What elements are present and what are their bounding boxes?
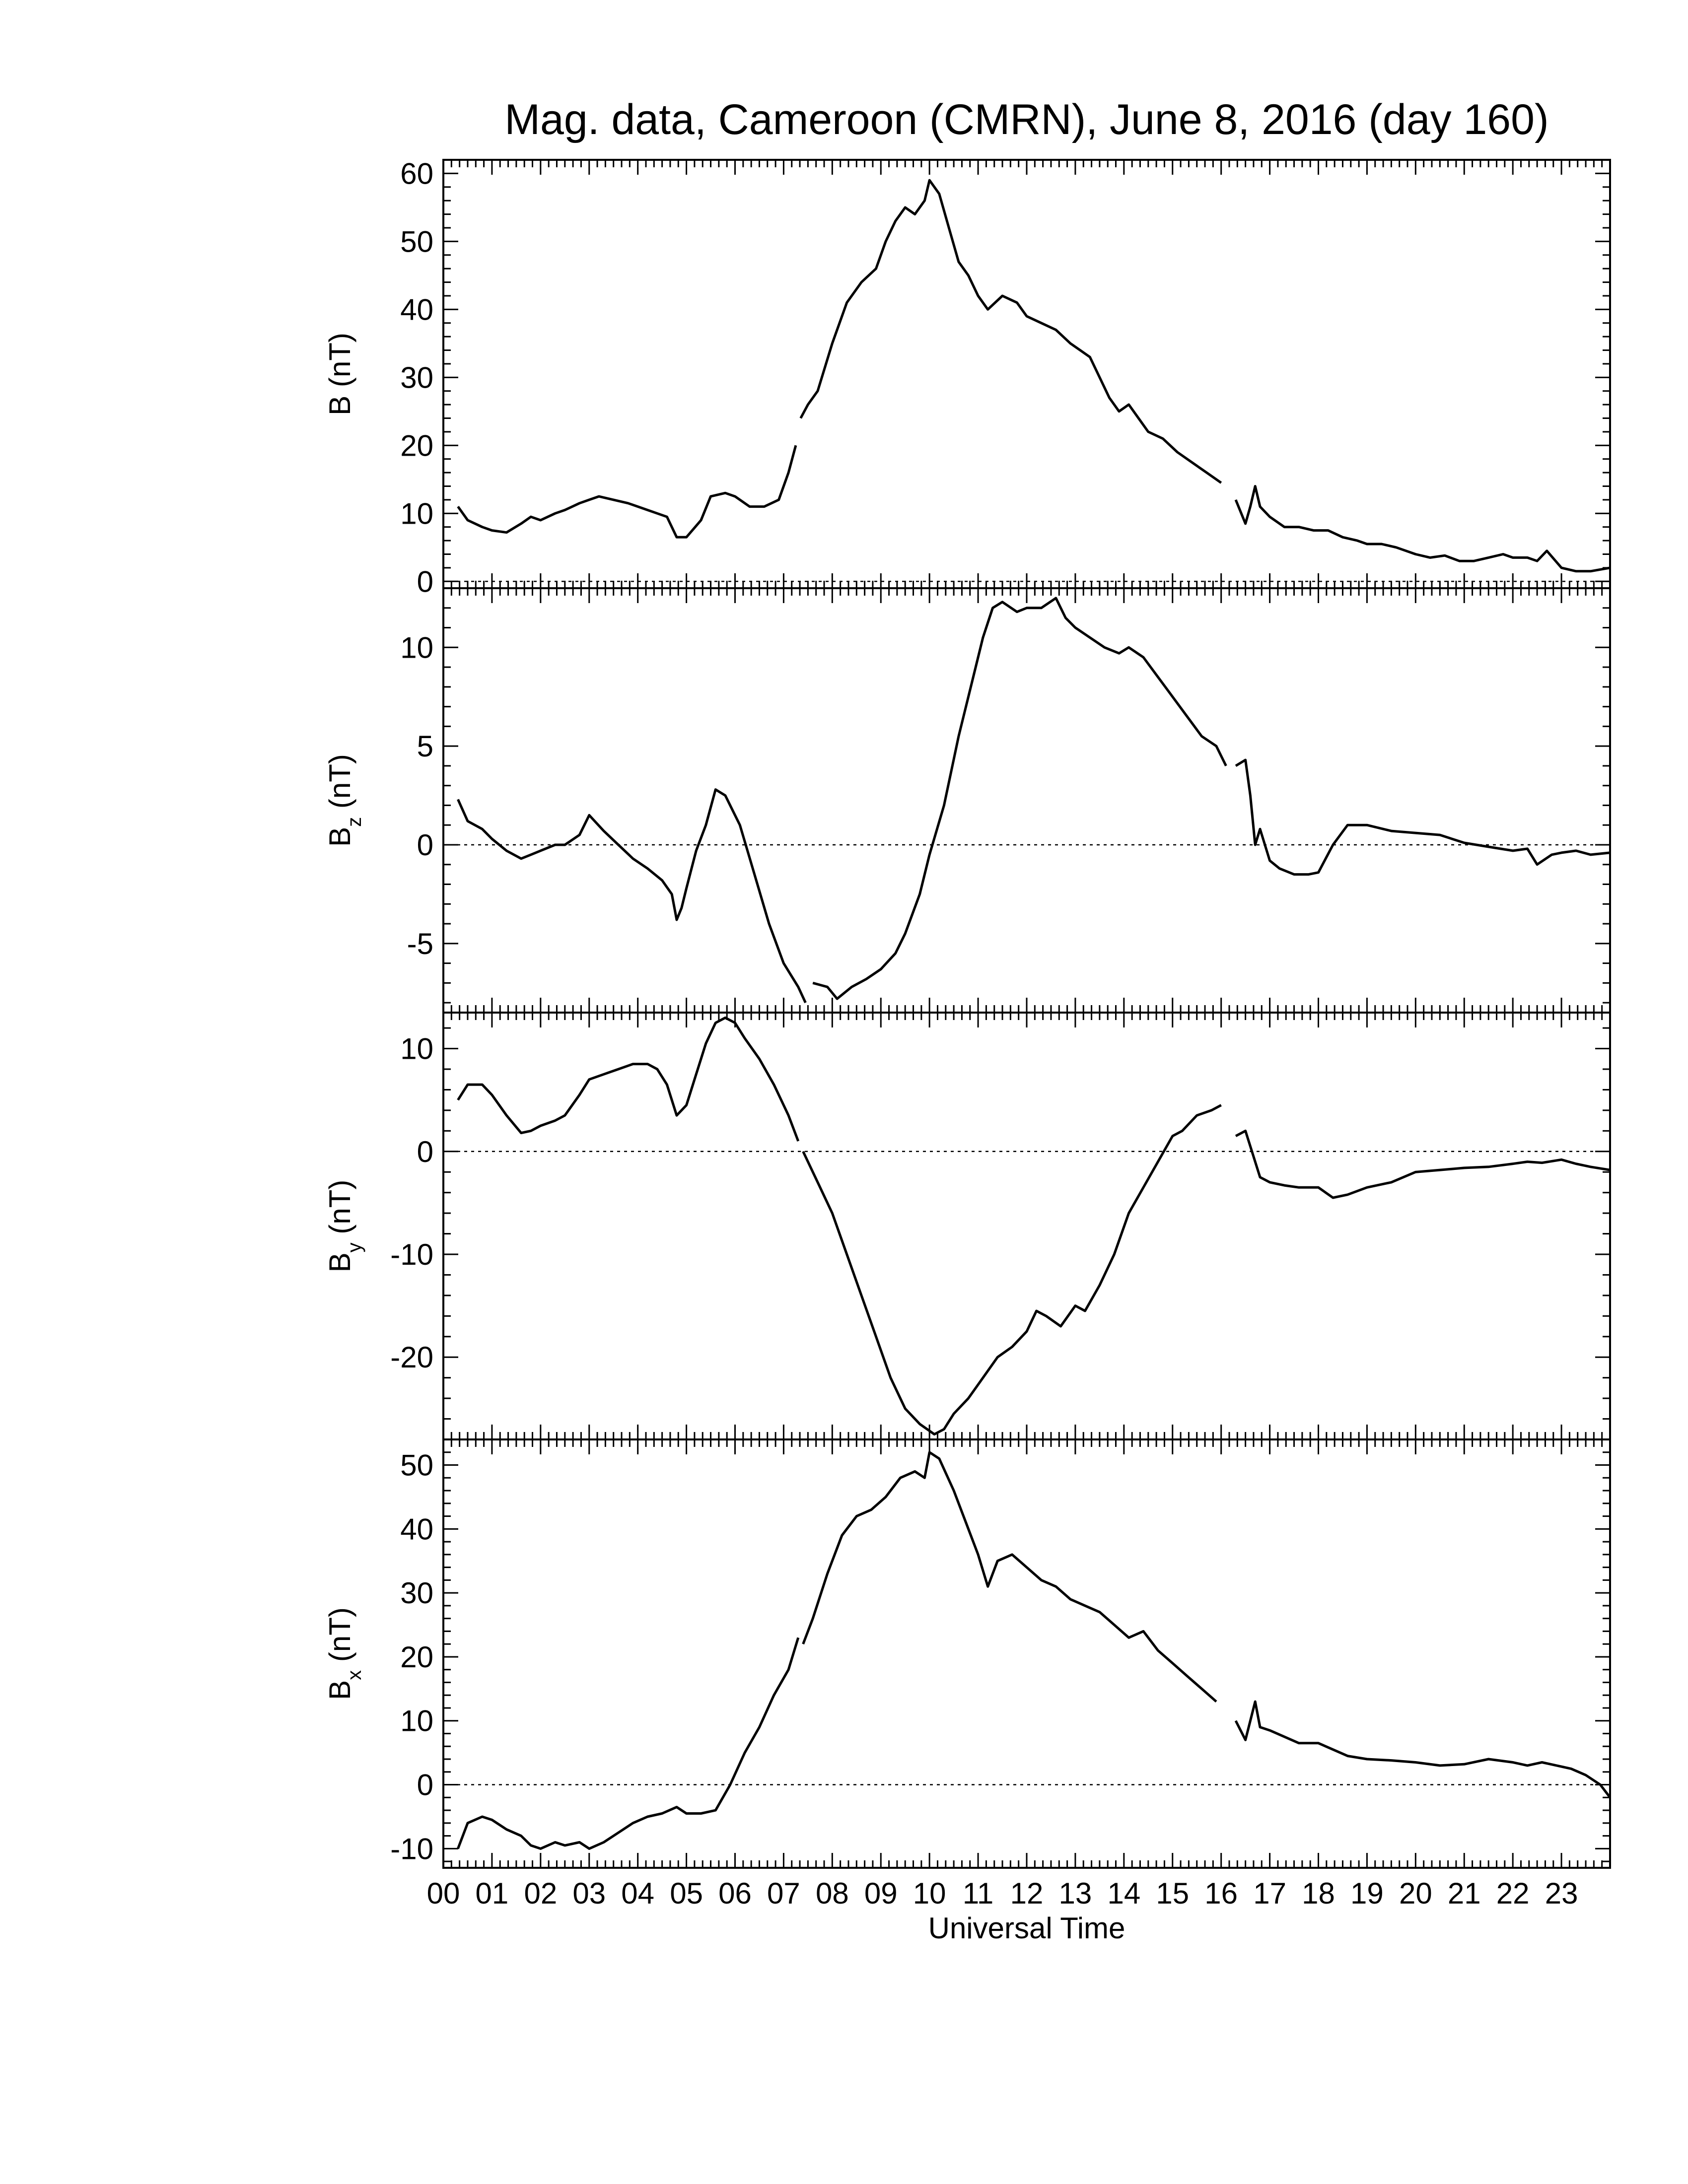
panel-Bz: -5 0 5 10 Bz (nT) — [323, 587, 1611, 1014]
panel-By: -20 -10 0 10 By (nT) — [323, 1012, 1611, 1440]
x-tick-label: 13 — [1059, 1877, 1092, 1910]
x-tick-label: 03 — [572, 1877, 606, 1910]
y-tick-label: 0 — [417, 565, 433, 598]
x-tick-label: 18 — [1302, 1877, 1335, 1910]
y-tick-label: 10 — [400, 1032, 433, 1066]
y-tick-label: 0 — [417, 828, 433, 862]
y-tick-label: 10 — [400, 631, 433, 664]
y-tick-label: -5 — [407, 927, 433, 960]
y-tick-label: 5 — [417, 730, 433, 763]
x-tick-label: 19 — [1350, 1877, 1384, 1910]
x-tick-label: 16 — [1204, 1877, 1238, 1910]
y-tick-label: -20 — [390, 1341, 433, 1374]
y-axis-label: By (nT) — [323, 1180, 365, 1273]
y-tick-label: 20 — [400, 1640, 433, 1674]
x-tick-label: 09 — [864, 1877, 898, 1910]
trace-B-segment-2 — [799, 179, 1222, 484]
x-tick-label: 23 — [1545, 1877, 1578, 1910]
y-tick-label: 40 — [400, 1512, 433, 1546]
y-tick-label: 10 — [400, 1705, 433, 1738]
x-tick-label: 04 — [621, 1877, 654, 1910]
y-tick-label: 30 — [400, 1576, 433, 1610]
x-tick-label: 08 — [816, 1877, 849, 1910]
x-tick-label: 20 — [1399, 1877, 1432, 1910]
trace-Bx-segment-1 — [457, 1637, 800, 1850]
panel-B: 0 10 20 30 40 50 60 B (nT) — [323, 157, 1611, 598]
trace-By-segment-2 — [802, 1104, 1222, 1436]
x-tick-label: 22 — [1496, 1877, 1530, 1910]
y-tick-label: 40 — [400, 293, 433, 326]
x-tick-label: 11 — [963, 1877, 993, 1910]
y-tick-label: 0 — [417, 1135, 433, 1168]
x-tick-label: 15 — [1156, 1877, 1189, 1910]
panel-frame — [442, 587, 1611, 1014]
x-axis-tick-labels: 00 01 02 03 04 05 06 07 08 09 10 11 12 13 14 15 16 17 18 19… — [427, 1877, 1578, 1910]
y-axis-label: B (nT) — [323, 333, 356, 415]
y-tick-label: -10 — [390, 1238, 433, 1271]
y-tick-label: 60 — [400, 157, 433, 190]
panel-Bx: -10 0 10 20 30 40 50 Bx (nT) — [323, 1438, 1611, 1869]
panel-frame — [442, 1012, 1611, 1440]
x-axis-label: Universal Time — [928, 1911, 1125, 1945]
y-tick-label: 10 — [400, 497, 433, 530]
y-axis-label: Bz (nT) — [323, 754, 365, 847]
x-tick-label: 14 — [1107, 1877, 1140, 1910]
y-tick-label: 50 — [400, 1449, 433, 1482]
trace-Bx-segment-2 — [802, 1451, 1217, 1703]
trace-B-segment-1 — [457, 445, 797, 539]
x-tick-label: 02 — [524, 1877, 557, 1910]
y-tick-label: 0 — [417, 1769, 433, 1802]
x-tick-label: 17 — [1253, 1877, 1286, 1910]
trace-By-segment-3 — [1235, 1129, 1611, 1199]
trace-Bx-segment-3 — [1234, 1700, 1611, 1798]
x-tick-label: 05 — [670, 1877, 703, 1910]
x-tick-label: 01 — [476, 1877, 509, 1910]
x-tick-label: 06 — [718, 1877, 752, 1910]
panels: 0 10 20 30 40 50 60 B (nT) -5 0 5 10 Bz (nT) -20 -10 0 1… — [323, 157, 1611, 1869]
panel-frame — [442, 159, 1611, 589]
y-tick-label: 30 — [400, 361, 433, 394]
y-tick-label: 20 — [400, 429, 433, 462]
panel-frame — [442, 1438, 1611, 1869]
trace-By-segment-1 — [457, 1016, 800, 1142]
x-tick-label: 00 — [427, 1877, 460, 1910]
x-tick-label: 10 — [913, 1877, 946, 1910]
y-axis-label: Bx (nT) — [323, 1607, 365, 1700]
y-tick-label: 50 — [400, 225, 433, 258]
trace-Bz-segment-3 — [1235, 758, 1611, 876]
trace-B-segment-3 — [1234, 485, 1611, 573]
trace-Bz-segment-2 — [812, 597, 1227, 1000]
trace-Bz-segment-1 — [457, 788, 807, 1004]
y-tick-label: -10 — [390, 1832, 433, 1865]
chart-title: Mag. data, Cameroon (CMRN), June 8, 2016… — [504, 96, 1548, 143]
x-tick-label: 07 — [767, 1877, 800, 1910]
x-tick-label: 21 — [1448, 1877, 1481, 1910]
x-tick-label: 12 — [1010, 1877, 1044, 1910]
